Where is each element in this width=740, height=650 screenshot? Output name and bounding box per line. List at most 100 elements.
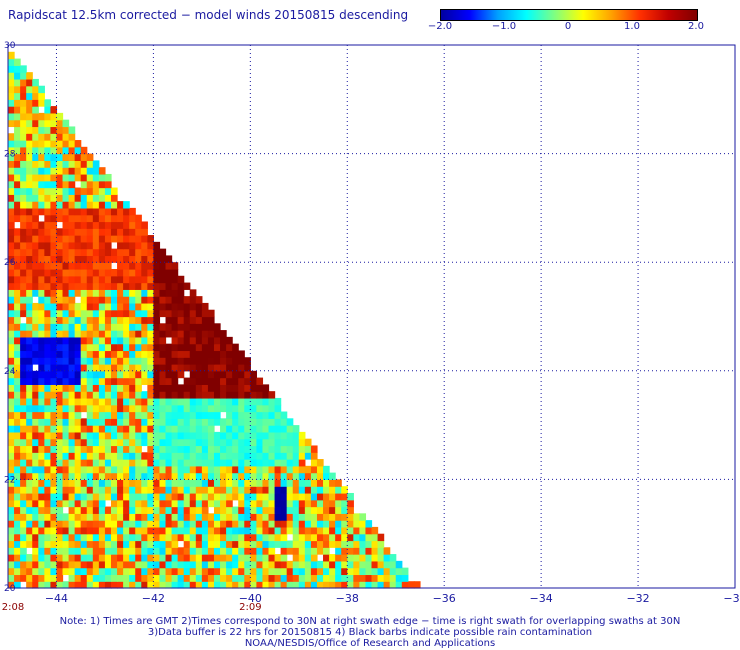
heatmap-cell	[104, 404, 112, 413]
heatmap-cell	[165, 445, 173, 453]
heatmap-cell	[195, 472, 203, 480]
heatmap-cell	[401, 581, 409, 589]
heatmap-cell	[141, 370, 148, 379]
heatmap-cell	[304, 499, 312, 508]
heatmap-cell	[189, 452, 197, 460]
heatmap-cell	[135, 309, 142, 318]
heatmap-cell	[201, 547, 209, 555]
heatmap-cell	[141, 472, 148, 480]
footnotes: Note: 1) Times are GMT 2)Times correspon…	[0, 616, 740, 649]
heatmap-cell	[20, 445, 27, 453]
heatmap-cell	[104, 397, 112, 406]
heatmap-cell	[256, 479, 264, 487]
heatmap-cell	[92, 221, 100, 229]
heatmap-cell	[62, 194, 70, 202]
heatmap-cell	[195, 526, 203, 535]
heatmap-cell	[213, 377, 221, 385]
heatmap-cell	[213, 540, 221, 548]
heatmap-cell	[8, 560, 15, 569]
heatmap-cell	[141, 479, 148, 487]
heatmap-cell	[171, 309, 179, 318]
heatmap-cell	[220, 391, 227, 399]
heatmap-cell	[38, 330, 45, 338]
heatmap-cell	[304, 581, 312, 589]
heatmap-cell	[177, 282, 185, 290]
heatmap-cell	[135, 214, 142, 223]
heatmap-cell	[110, 499, 118, 508]
heatmap-cell	[207, 391, 215, 399]
heatmap-cell	[110, 282, 118, 290]
heatmap-cell	[38, 140, 45, 148]
heatmap-cell	[62, 540, 70, 548]
heatmap-cell	[135, 302, 142, 311]
heatmap-cell	[377, 554, 385, 562]
heatmap-cell	[201, 316, 209, 324]
heatmap-cell	[274, 520, 282, 528]
heatmap-cell	[177, 411, 185, 419]
heatmap-cell	[14, 554, 21, 562]
heatmap-cell	[171, 262, 179, 270]
heatmap-cell	[141, 547, 148, 555]
heatmap-cell	[165, 567, 173, 576]
heatmap-cell	[68, 418, 76, 426]
heatmap-cell	[68, 581, 76, 589]
heatmap-cell	[129, 554, 136, 562]
heatmap-cell	[141, 268, 148, 277]
heatmap-cell	[26, 533, 33, 542]
heatmap-cell	[117, 330, 124, 338]
heatmap-cell	[20, 221, 27, 229]
heatmap-cell	[274, 533, 282, 542]
heatmap-cell	[62, 187, 70, 195]
heatmap-cell	[68, 241, 76, 250]
heatmap-cell	[165, 364, 173, 372]
heatmap-cell	[44, 397, 52, 406]
heatmap-cell	[159, 411, 167, 419]
heatmap-cell	[365, 581, 373, 589]
heatmap-cell	[110, 228, 118, 236]
heatmap-cell	[32, 262, 39, 270]
heatmap-cell	[195, 438, 203, 447]
heatmap-cell	[104, 540, 112, 548]
heatmap-cell	[256, 411, 264, 419]
heatmap-cell	[38, 567, 45, 576]
heatmap-cell	[104, 567, 112, 576]
heatmap-cell	[44, 520, 52, 528]
heatmap-cell	[62, 173, 70, 182]
heatmap-cell	[92, 404, 100, 413]
heatmap-cell	[238, 465, 245, 474]
heatmap-cell	[177, 309, 185, 318]
heatmap-cell	[74, 506, 82, 514]
heatmap-cell	[80, 533, 88, 542]
heatmap-cell	[8, 65, 15, 73]
heatmap-cell	[26, 520, 33, 528]
heatmap-cell	[207, 364, 215, 372]
heatmap-cell	[159, 547, 167, 555]
heatmap-cell	[123, 384, 130, 392]
heatmap-cell	[56, 513, 64, 521]
heatmap-cell	[26, 187, 33, 195]
heatmap-cell	[74, 438, 82, 447]
heatmap-cell	[329, 560, 336, 569]
heatmap-cell	[129, 302, 136, 311]
heatmap-cell	[183, 336, 191, 345]
heatmap-cell	[50, 554, 58, 562]
heatmap-cell	[56, 119, 64, 128]
heatmap-cell	[250, 397, 257, 406]
heatmap-cell	[74, 479, 82, 487]
heatmap-cell	[117, 431, 124, 440]
heatmap-cell	[20, 241, 27, 250]
heatmap-cell	[347, 581, 354, 589]
heatmap-cell	[20, 133, 27, 141]
heatmap-cell	[92, 201, 100, 209]
heatmap-cell	[44, 235, 52, 243]
heatmap-cell	[195, 581, 203, 589]
heatmap-cell	[110, 513, 118, 521]
heatmap-cell	[207, 520, 215, 528]
heatmap-cell	[292, 425, 300, 433]
heatmap-cell	[177, 513, 185, 521]
heatmap-cell	[232, 397, 239, 406]
heatmap-cell	[38, 506, 45, 514]
heatmap-cell	[62, 465, 70, 474]
heatmap-cell	[262, 397, 270, 406]
heatmap-cell	[68, 167, 76, 175]
